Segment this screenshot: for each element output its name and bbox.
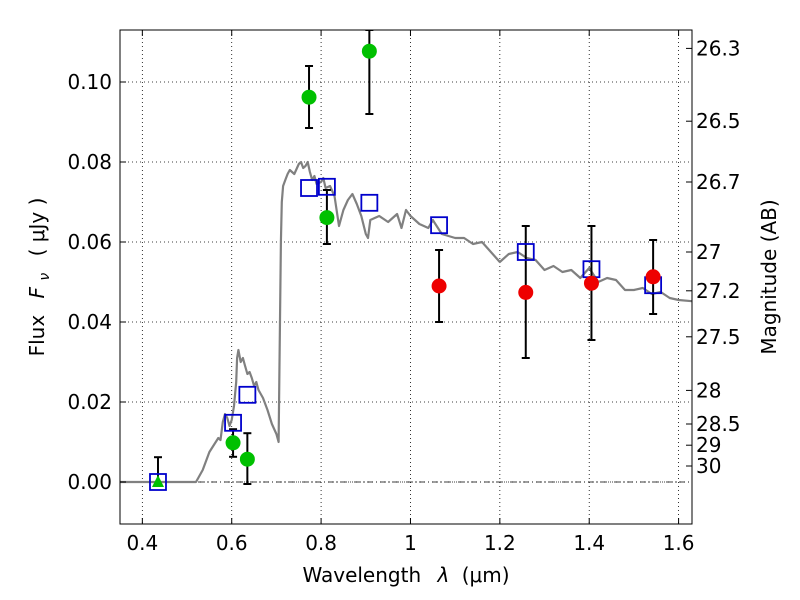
observed-flux-point [301, 89, 317, 105]
y-tick-label: 0.00 [67, 470, 112, 494]
y-axis-label-unit: ( μJy ) [25, 198, 49, 257]
observed-flux-point [431, 278, 447, 294]
y2-tick-label: 26.7 [696, 170, 741, 194]
y2-tick-label: 27.5 [696, 325, 741, 349]
model-flux-square [224, 413, 242, 432]
x-tick-label: 1 [404, 531, 417, 555]
model-flux-square [360, 193, 379, 212]
x-axis-label: Wavelength λ (μm) [302, 563, 509, 587]
x-tick-label: 0.6 [216, 531, 248, 555]
plot-frame [119, 29, 693, 525]
y-axis-label-symbol: F [25, 286, 49, 298]
observed-flux-triangle [151, 475, 164, 487]
y-tick-label: 0.06 [67, 230, 112, 254]
y-tick-label: 0.10 [67, 70, 112, 94]
plot-background [120, 30, 692, 524]
y-tick-label: 0.04 [67, 310, 112, 334]
y2-tick-label: 29 [696, 433, 721, 457]
y2-tick-label: 28 [696, 378, 721, 402]
model-flux-square [516, 243, 535, 261]
y2-axis-label: Magnitude (AB) [757, 199, 781, 354]
observed-flux-point [361, 43, 377, 59]
y2-tick-label: 28.5 [696, 412, 741, 436]
x-axis-label-symbol: λ [437, 563, 450, 587]
y-axis-label-symbol-sub: ν [37, 273, 53, 281]
observed-flux-point [239, 451, 255, 467]
x-tick-label: 1.4 [573, 531, 605, 555]
observed-flux-point [583, 275, 599, 291]
observed-flux-point [225, 435, 241, 451]
x-tick-label: 0.4 [126, 531, 158, 555]
y-axis-label-text: Flux [25, 315, 49, 357]
y-tick-label: 0.08 [67, 150, 112, 174]
model-spectrum-line [120, 160, 692, 484]
y2-tick-label: 30 [696, 454, 721, 478]
x-axis-label-unit: (μm) [462, 563, 510, 587]
observed-flux-point [319, 210, 335, 226]
model-flux-square [238, 385, 257, 404]
y2-tick-label: 27.2 [696, 279, 741, 303]
grid [120, 30, 692, 524]
x-tick-label: 1.2 [484, 531, 516, 555]
model-flux-square [430, 216, 448, 235]
ticks: 0.4 0.6 0.8 1 1.2 1.4 1.6 0.00 0.02 0.04 0.06 0.08 0… [67, 30, 741, 555]
model-flux-square [318, 177, 336, 196]
x-axis-label-text: Wavelength [302, 563, 421, 587]
y2-tick-label: 26.5 [696, 109, 741, 133]
y-axis-label: Flux F ν ( μJy ) [25, 198, 54, 357]
y-tick-label: 0.02 [67, 390, 112, 414]
y2-tick-label: 26.3 [696, 36, 741, 60]
observed-flux-point [518, 284, 534, 300]
series-layer [120, 30, 692, 491]
model-flux-square [149, 473, 167, 491]
x-tick-label: 1.6 [663, 531, 695, 555]
plot-area [120, 30, 692, 491]
observed-flux-point [645, 269, 661, 285]
y2-tick-label: 27 [696, 240, 721, 264]
model-flux-square [300, 179, 318, 197]
x-tick-label: 0.8 [305, 531, 337, 555]
